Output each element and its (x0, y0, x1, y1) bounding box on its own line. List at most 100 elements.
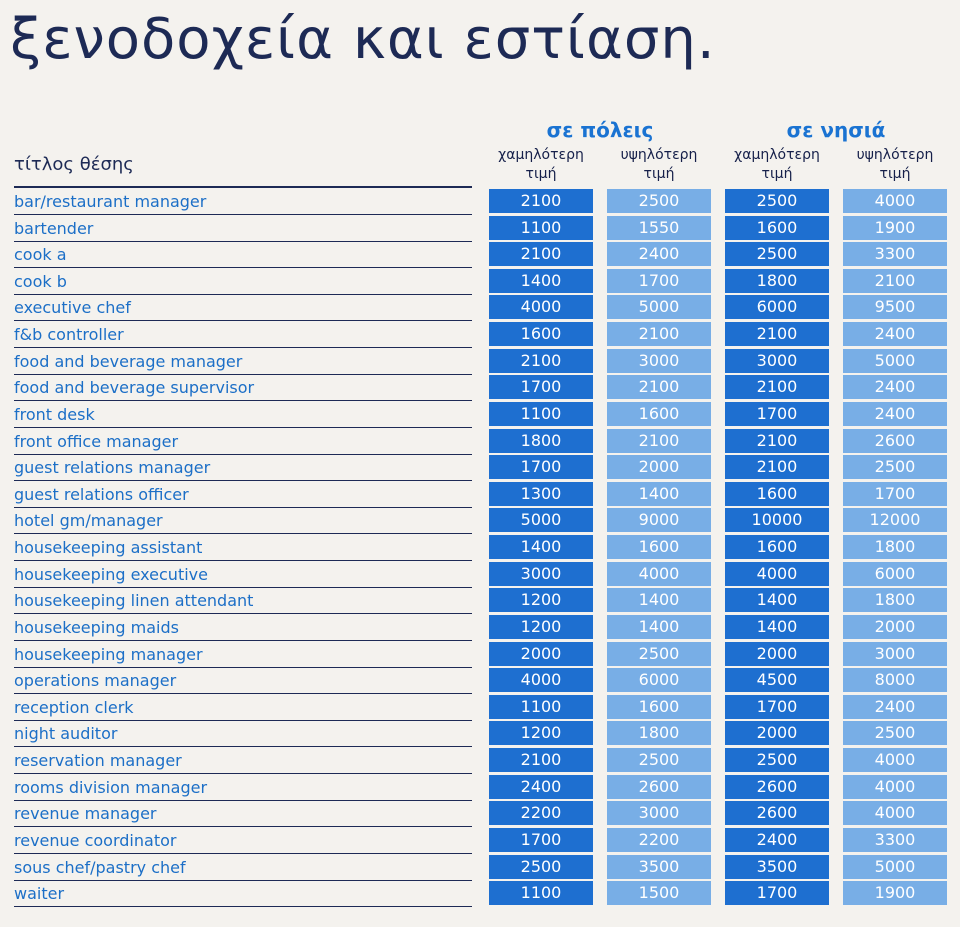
salary-cell: 2400 (843, 694, 947, 719)
job-title-cell: hotel gm/manager (14, 508, 472, 535)
table-row: revenue manager 2200 3000 2600 4000 (0, 801, 960, 828)
salary-cell: 3000 (489, 561, 593, 586)
table-row: housekeeping maids 1200 1400 1400 2000 (0, 614, 960, 642)
salary-cell: 9000 (607, 508, 711, 533)
salary-cell: 1800 (725, 268, 829, 293)
salary-cell: 1700 (607, 268, 711, 293)
salary-cell: 1500 (607, 881, 711, 906)
salary-cell: 6000 (607, 668, 711, 693)
salary-cell: 5000 (843, 854, 947, 879)
salary-cell: 2000 (843, 614, 947, 639)
job-title-cell: reception clerk (14, 695, 472, 721)
group-header-cities: σε πόλεις (546, 118, 654, 142)
salary-cell: 1800 (843, 535, 947, 560)
salary-cell: 1700 (725, 881, 829, 906)
table-row: f&b controller 1600 2100 2100 2400 (0, 322, 960, 349)
salary-cell: 4500 (725, 668, 829, 693)
salary-cell: 2400 (843, 375, 947, 400)
table-row: cook a 2100 2400 2500 3300 (0, 242, 960, 269)
salary-cell: 2500 (725, 748, 829, 773)
job-title-cell: housekeeping executive (14, 562, 472, 588)
salary-cell: 3500 (725, 854, 829, 879)
job-title-column-header: τίτλος θέσης (14, 154, 134, 175)
job-title-cell: rooms division manager (14, 775, 472, 801)
salary-cell: 2400 (725, 827, 829, 852)
salary-cell: 1400 (607, 481, 711, 506)
table-row: food and beverage manager 2100 3000 3000 500… (0, 348, 960, 376)
salary-cell: 1700 (725, 694, 829, 719)
salary-cell: 2600 (607, 774, 711, 799)
salary-cell: 2100 (607, 322, 711, 347)
salary-cell: 2400 (843, 401, 947, 426)
job-title-cell: bar/restaurant manager (14, 189, 472, 215)
salary-cell: 1600 (725, 535, 829, 560)
salary-cell: 1200 (489, 721, 593, 746)
salary-cell: 1300 (489, 481, 593, 506)
column-header-line: υψηλότερη (856, 147, 934, 163)
salary-cell: 9500 (843, 295, 947, 320)
job-title-cell: revenue coordinator (14, 828, 472, 854)
column-header-cities-lowest: χαμηλότερη τιμή (489, 146, 593, 184)
salary-cell: 4000 (843, 748, 947, 773)
salary-cell: 3300 (843, 827, 947, 852)
salary-cell: 6000 (843, 561, 947, 586)
job-title-cell: cook b (14, 269, 472, 295)
table-row: front office manager 1800 2100 2100 2600 (0, 428, 960, 456)
column-header-line: χαμηλότερη (734, 147, 820, 163)
salary-cell: 3300 (843, 242, 947, 267)
salary-cell: 2600 (725, 801, 829, 826)
salary-cell: 12000 (843, 508, 947, 533)
salary-cell: 2100 (725, 455, 829, 480)
salary-cell: 1100 (489, 215, 593, 240)
table-row: cook b 1400 1700 1800 2100 (0, 268, 960, 296)
salary-cell: 1600 (725, 215, 829, 240)
salary-cell: 2000 (607, 455, 711, 480)
salary-cell: 2100 (607, 428, 711, 453)
salary-cell: 2100 (725, 428, 829, 453)
job-title-cell: front office manager (14, 429, 472, 455)
salary-cell: 4000 (489, 295, 593, 320)
salary-cell: 1800 (843, 588, 947, 613)
table-row: operations manager 4000 6000 4500 8000 (0, 668, 960, 695)
salary-cell: 2500 (489, 854, 593, 879)
table-row: food and beverage supervisor 1700 2100 2100… (0, 375, 960, 402)
job-title-cell: front desk (14, 402, 472, 428)
column-header-line: υψηλότερη (620, 147, 698, 163)
salary-cell: 3000 (607, 348, 711, 373)
table-row: guest relations officer 1300 1400 1600 1700 (0, 481, 960, 509)
table-row: rooms division manager 2400 2600 2600 4000 (0, 774, 960, 802)
salary-cell: 1200 (489, 588, 593, 613)
salary-cell: 8000 (843, 668, 947, 693)
salary-cell: 2500 (607, 748, 711, 773)
salary-cell: 4000 (725, 561, 829, 586)
salary-cell: 1700 (725, 401, 829, 426)
group-header-islands: σε νησιά (786, 118, 886, 142)
salary-cell: 1100 (489, 694, 593, 719)
column-header-islands-lowest: χαμηλότερη τιμή (725, 146, 829, 184)
salary-cell: 1900 (843, 881, 947, 906)
salary-cell: 1600 (607, 401, 711, 426)
salary-cell: 2600 (725, 774, 829, 799)
salary-cell: 1100 (489, 401, 593, 426)
salary-cell: 2000 (725, 721, 829, 746)
salary-cell: 2100 (489, 242, 593, 267)
salary-cell: 2500 (725, 242, 829, 267)
salary-cell: 4000 (843, 189, 947, 213)
job-title-cell: food and beverage supervisor (14, 375, 472, 402)
job-title-cell: food and beverage manager (14, 349, 472, 375)
salary-cell: 2100 (725, 375, 829, 400)
job-title-cell: guest relations officer (14, 482, 472, 508)
salary-cell: 2500 (843, 721, 947, 746)
salary-cell: 1550 (607, 215, 711, 240)
salary-cell: 6000 (725, 295, 829, 320)
table-row: housekeeping manager 2000 2500 2000 3000 (0, 641, 960, 669)
salary-cell: 2200 (607, 827, 711, 852)
page-title: ξενοδοχεία και εστίαση. (10, 7, 716, 72)
table-row: revenue coordinator 1700 2200 2400 3300 (0, 827, 960, 855)
job-title-cell: night auditor (14, 721, 472, 748)
table-row: bartender 1100 1550 1600 1900 (0, 215, 960, 243)
salary-cell: 1600 (607, 535, 711, 560)
column-header-line: τιμή (761, 166, 793, 182)
salary-cell: 1400 (489, 535, 593, 560)
column-header-islands-highest: υψηλότερη τιμή (843, 146, 947, 184)
